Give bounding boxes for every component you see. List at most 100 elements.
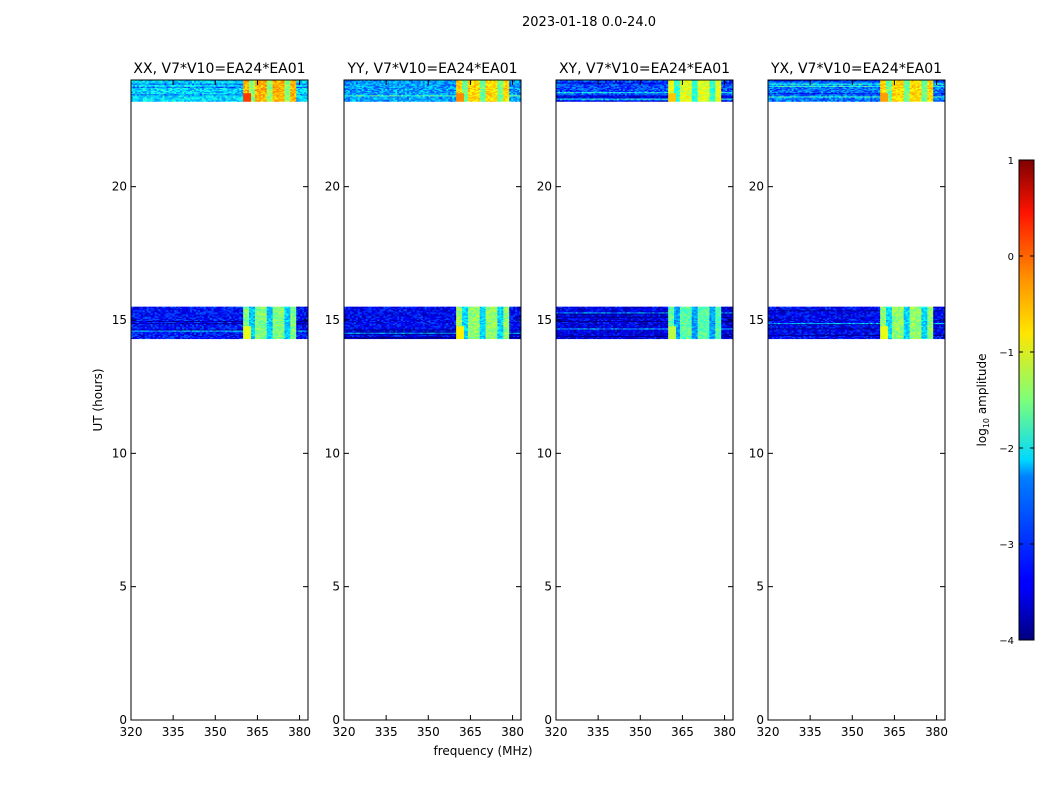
heatmap-cell [150, 325, 154, 328]
heatmap-cell [180, 321, 183, 324]
heatmap-cell [178, 309, 181, 312]
heatmap-cell [146, 306, 150, 309]
heatmap-cell [186, 98, 189, 100]
heatmap-cell [264, 329, 268, 331]
heatmap-cell [158, 334, 161, 336]
heatmap-cell [233, 89, 236, 92]
heatmap-cell [280, 320, 283, 322]
heatmap-cell [136, 332, 140, 334]
heatmap-cell [292, 89, 295, 92]
heatmap-cell [138, 100, 142, 102]
heatmap-cell [245, 310, 248, 313]
heatmap-cell [203, 333, 207, 335]
heatmap-cell [270, 87, 273, 89]
heatmap-cell [278, 98, 281, 100]
heatmap-cell [158, 330, 161, 332]
heatmap-cell [290, 334, 293, 336]
heatmap-cell [349, 100, 353, 102]
heatmap-cell [160, 330, 163, 332]
heatmap-cell [190, 96, 193, 98]
heatmap-cell [168, 310, 171, 313]
heatmap-cell [438, 96, 441, 98]
heatmap-cell [272, 99, 275, 101]
heatmap-cell [209, 333, 213, 335]
heatmap-cell [227, 322, 230, 325]
heatmap-cell [219, 329, 222, 331]
heatmap-cell [197, 310, 201, 313]
heatmap-cell [266, 307, 270, 310]
heatmap-cell [170, 331, 173, 333]
heatmap-cell [170, 322, 173, 325]
heatmap-cell [134, 91, 138, 94]
heatmap-cell [188, 84, 191, 86]
heatmap-cell [262, 82, 266, 84]
heatmap-cell [201, 323, 205, 326]
heatmap-cell [219, 330, 222, 332]
heatmap-cell [270, 314, 273, 316]
heatmap-cell [211, 82, 214, 84]
heatmap-cell [176, 319, 179, 321]
heatmap-cell [184, 97, 187, 99]
heatmap-cell [215, 80, 218, 82]
panel-background [344, 80, 521, 720]
heatmap-cell [280, 321, 283, 324]
heatmap-cell [290, 99, 293, 101]
heatmap-cell [249, 337, 252, 340]
heatmap-cell [294, 320, 297, 322]
heatmap-cell [132, 85, 136, 87]
heatmap-cell [450, 100, 453, 102]
heatmap-cell [280, 313, 283, 315]
heatmap-cell [160, 332, 163, 334]
heatmap-cell [190, 322, 193, 325]
heatmap-cell [225, 87, 228, 89]
heatmap-cell [150, 336, 154, 338]
heatmap-cell [264, 336, 268, 338]
heatmap-cell [264, 325, 268, 328]
heatmap-cell [178, 83, 181, 85]
heatmap-cell [235, 319, 238, 321]
heatmap-cell [414, 100, 418, 102]
heatmap-cell [241, 306, 244, 309]
heatmap-cell [270, 322, 273, 325]
heatmap-cell [258, 328, 262, 330]
heatmap-cell [142, 94, 146, 97]
heatmap-cell [178, 329, 181, 331]
heatmap-cell [276, 309, 279, 312]
heatmap-cell [140, 82, 144, 84]
heatmap-cell [282, 94, 285, 97]
heatmap-cell [422, 96, 426, 98]
heatmap-cell [262, 86, 266, 88]
heatmap-cell [140, 91, 144, 94]
heatmap-cell [344, 99, 347, 101]
heatmap-cell [274, 324, 277, 327]
heatmap-cell [252, 331, 256, 333]
heatmap-cell [481, 99, 485, 101]
heatmap-cell [229, 337, 232, 340]
heatmap-cell [223, 89, 226, 92]
heatmap-cell [282, 313, 285, 315]
heatmap-cell [132, 312, 136, 314]
heatmap-cell [256, 326, 260, 329]
heatmap-cell [205, 329, 209, 331]
heatmap-cell [254, 314, 258, 316]
heatmap-cell [199, 322, 203, 325]
heatmap-cell [162, 92, 165, 95]
heatmap-cell [207, 318, 211, 320]
heatmap-cell [190, 330, 193, 332]
heatmap-cell [168, 332, 171, 334]
heatmap-cell [282, 89, 285, 92]
heatmap-cell [188, 329, 191, 331]
heatmap-cell [290, 331, 293, 333]
heatmap-cell [292, 310, 295, 313]
heatmap-cell [197, 320, 201, 322]
heatmap-cell [213, 91, 216, 94]
heatmap-cell [142, 93, 146, 96]
heatmap-cell [184, 310, 187, 313]
heatmap-cell [290, 315, 293, 317]
heatmap-cell [252, 336, 256, 338]
heatmap-cell [264, 94, 268, 97]
heatmap-cell [170, 100, 173, 102]
heatmap-cell [140, 318, 144, 320]
heatmap-cell [219, 324, 222, 327]
heatmap-cell [262, 326, 266, 329]
